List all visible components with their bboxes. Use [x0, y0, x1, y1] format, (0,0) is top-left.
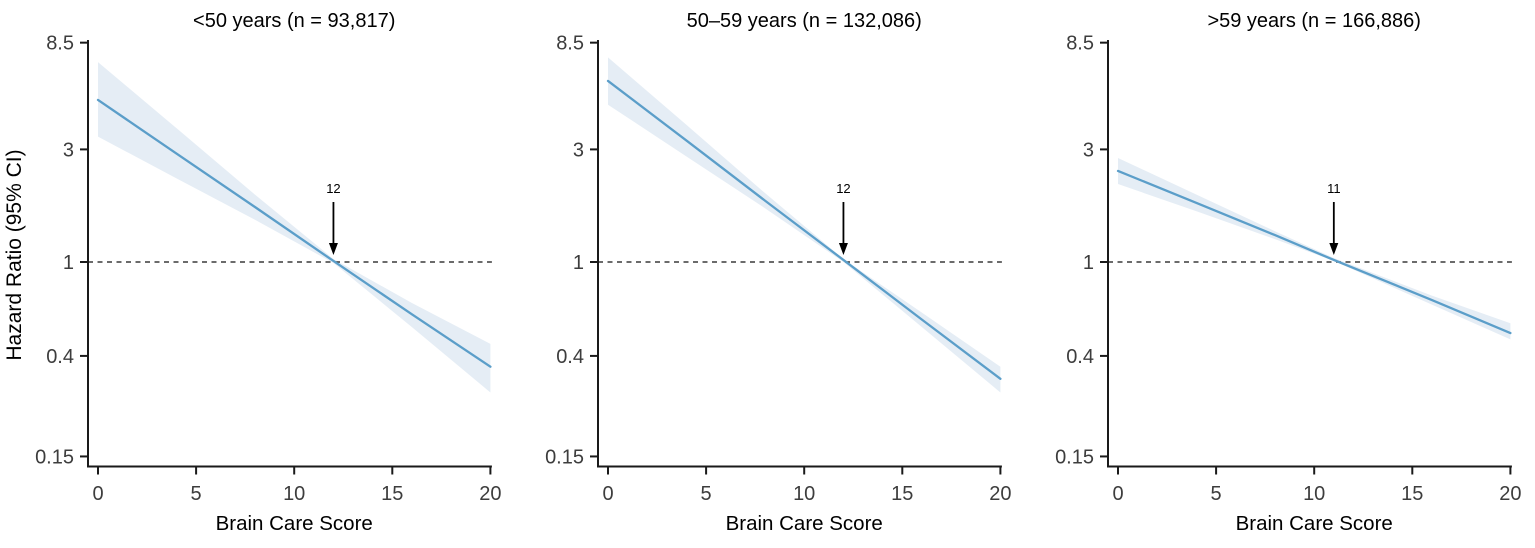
y-tick-label: 0.4 [1066, 346, 1094, 368]
x-tick-label: 0 [602, 483, 613, 505]
panel-2: 50–59 years (n = 132,086) 8.5 3 1 0.4 0.15 0 5 1… [545, 10, 1011, 535]
panel-title: <50 years (n = 93,817) [193, 10, 395, 32]
threshold-label: 12 [326, 181, 340, 196]
y-tick-label: 0.15 [35, 446, 74, 468]
threshold-label: 11 [1327, 181, 1341, 196]
y-tick-label: 3 [63, 139, 74, 161]
y-tick-label: 0.15 [1055, 446, 1094, 468]
y-tick-label: 1 [573, 252, 584, 274]
threshold-arrow-head [1329, 243, 1339, 255]
confidence-band [1118, 157, 1511, 340]
x-tick-label: 5 [701, 483, 712, 505]
x-tick-label: 20 [1499, 483, 1521, 505]
x-axis-title: Brain Care Score [1236, 512, 1393, 535]
x-axis-title: Brain Care Score [726, 512, 883, 535]
confidence-band [98, 62, 491, 393]
panel-title: 50–59 years (n = 132,086) [687, 10, 922, 32]
panel-3: >59 years (n = 166,886) 8.5 3 1 0.4 0.15 0 5 10 1… [1055, 10, 1521, 535]
fit-line [1116, 169, 1512, 335]
y-tick-label: 0.15 [545, 446, 584, 468]
x-tick-label: 0 [92, 483, 103, 505]
x-tick-label: 10 [793, 483, 815, 505]
y-tick-label: 3 [573, 139, 584, 161]
fit-line [96, 98, 492, 368]
y-axis-title: Hazard Ratio (95% CI) [3, 149, 26, 360]
x-tick-label: 5 [1211, 483, 1222, 505]
fit-line [606, 79, 1002, 380]
x-tick-label: 10 [283, 483, 305, 505]
panel-1: <50 years (n = 93,817) 8.5 3 1 0.4 0.15 0 5 10 15… [35, 10, 501, 535]
y-tick-label: 8.5 [1066, 33, 1094, 55]
y-tick-label: 0.4 [46, 346, 74, 368]
x-tick-label: 15 [891, 483, 913, 505]
x-tick-label: 20 [989, 483, 1011, 505]
x-tick-label: 15 [381, 483, 403, 505]
y-tick-label: 8.5 [46, 33, 74, 55]
threshold-arrow-head [328, 243, 338, 255]
y-tick-label: 3 [1083, 139, 1094, 161]
threshold-arrow-head [838, 243, 848, 255]
y-tick-label: 8.5 [556, 33, 584, 55]
x-tick-label: 5 [191, 483, 202, 505]
threshold-label: 12 [836, 181, 850, 196]
x-tick-label: 20 [479, 483, 501, 505]
y-tick-label: 1 [1083, 252, 1094, 274]
x-tick-label: 15 [1401, 483, 1423, 505]
y-tick-label: 1 [63, 252, 74, 274]
y-tick-label: 0.4 [556, 346, 584, 368]
x-tick-label: 10 [1303, 483, 1325, 505]
x-tick-label: 0 [1112, 483, 1123, 505]
panel-title: >59 years (n = 166,886) [1207, 10, 1420, 32]
confidence-band [608, 57, 1001, 393]
x-axis-title: Brain Care Score [216, 512, 373, 535]
